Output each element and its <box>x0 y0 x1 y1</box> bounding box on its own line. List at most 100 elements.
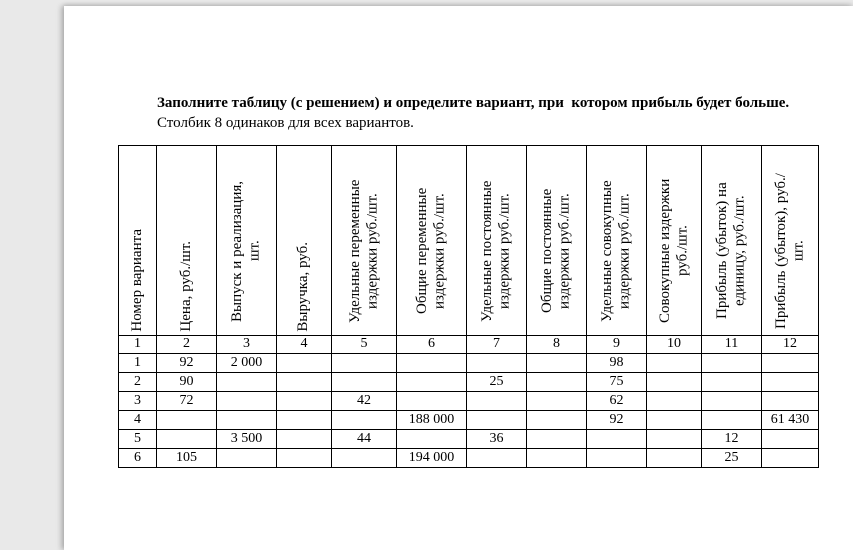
empty-cell[interactable] <box>466 447 527 468</box>
empty-cell[interactable] <box>216 371 277 392</box>
variant-row-5: 5 3 500 44 36 12 <box>118 428 819 449</box>
data-cell[interactable]: 90 <box>156 371 217 392</box>
empty-cell[interactable] <box>331 447 397 468</box>
data-cell[interactable]: 188 000 <box>396 409 467 430</box>
empty-cell[interactable] <box>761 390 819 411</box>
empty-cell[interactable] <box>276 428 332 449</box>
empty-cell[interactable] <box>276 371 332 392</box>
data-cell[interactable]: 4 <box>118 409 157 430</box>
column-header-1: Номер варианта <box>118 144 157 336</box>
empty-cell[interactable] <box>701 390 762 411</box>
empty-cell[interactable] <box>526 428 587 449</box>
data-cell[interactable]: 12 <box>701 428 762 449</box>
empty-cell[interactable] <box>466 409 527 430</box>
column-header-label: Прибыль (убыток), руб./шт. <box>772 172 806 329</box>
column-number: 8 <box>526 334 587 354</box>
data-cell[interactable]: 61 430 <box>761 409 819 430</box>
data-cell[interactable]: 194 000 <box>396 447 467 468</box>
empty-cell[interactable] <box>396 428 467 449</box>
empty-cell[interactable] <box>586 447 647 468</box>
column-header-4: Выручка, руб. <box>276 144 332 336</box>
empty-cell[interactable] <box>526 390 587 411</box>
data-cell[interactable]: 25 <box>466 371 527 392</box>
column-header-label: Удельные постоянные издержки руб./шт. <box>479 179 513 322</box>
empty-cell[interactable] <box>466 390 527 411</box>
empty-cell[interactable] <box>526 447 587 468</box>
data-cell[interactable]: 98 <box>586 352 647 373</box>
empty-cell[interactable] <box>526 371 587 392</box>
empty-cell[interactable] <box>586 428 647 449</box>
column-number: 1 <box>118 334 157 354</box>
empty-cell[interactable] <box>701 409 762 430</box>
empty-cell[interactable] <box>466 352 527 373</box>
empty-cell[interactable] <box>701 371 762 392</box>
data-cell[interactable]: 44 <box>331 428 397 449</box>
data-cell[interactable]: 75 <box>586 371 647 392</box>
data-cell[interactable]: 2 <box>118 371 157 392</box>
column-number: 5 <box>331 334 397 354</box>
column-number: 11 <box>701 334 762 354</box>
empty-cell[interactable] <box>646 390 702 411</box>
empty-cell[interactable] <box>216 447 277 468</box>
empty-cell[interactable] <box>156 409 217 430</box>
column-header-5: Удельные переменные издержки руб./шт. <box>331 144 397 336</box>
column-header-2: Цена, руб./шт. <box>156 144 217 336</box>
column-number: 4 <box>276 334 332 354</box>
empty-cell[interactable] <box>646 371 702 392</box>
empty-cell[interactable] <box>646 428 702 449</box>
empty-cell[interactable] <box>276 352 332 373</box>
empty-cell[interactable] <box>646 447 702 468</box>
data-cell[interactable]: 92 <box>156 352 217 373</box>
column-number: 9 <box>586 334 647 354</box>
column-header-label: Общие постоянные издержки руб./шт. <box>539 188 573 313</box>
data-cell[interactable]: 2 000 <box>216 352 277 373</box>
empty-cell[interactable] <box>331 352 397 373</box>
empty-cell[interactable] <box>276 447 332 468</box>
empty-cell[interactable] <box>396 390 467 411</box>
empty-cell[interactable] <box>216 390 277 411</box>
data-cell[interactable]: 5 <box>118 428 157 449</box>
variant-row-4: 4 188 000 92 61 430 <box>118 409 819 430</box>
empty-cell[interactable] <box>331 371 397 392</box>
data-cell[interactable]: 36 <box>466 428 527 449</box>
data-cell[interactable]: 42 <box>331 390 397 411</box>
empty-cell[interactable] <box>216 409 277 430</box>
variants-table: Номер варианта Цена, руб./шт. Выпуск и реа… <box>118 144 819 468</box>
column-header-label: Цена, руб./шт. <box>177 240 194 332</box>
column-number: 10 <box>646 334 702 354</box>
empty-cell[interactable] <box>331 409 397 430</box>
variant-row-3: 3 72 42 62 <box>118 390 819 411</box>
data-cell[interactable]: 6 <box>118 447 157 468</box>
header-row: Номер варианта Цена, руб./шт. Выпуск и реа… <box>118 144 819 336</box>
empty-cell[interactable] <box>276 409 332 430</box>
empty-cell[interactable] <box>526 409 587 430</box>
document-content: Заполните таблицу (с решением) и определ… <box>64 6 853 468</box>
empty-cell[interactable] <box>646 409 702 430</box>
empty-cell[interactable] <box>761 352 819 373</box>
data-cell[interactable]: 1 <box>118 352 157 373</box>
column-header-label: Номер варианта <box>128 228 145 332</box>
empty-cell[interactable] <box>526 352 587 373</box>
column-header-9: Удельные совокупные издержки руб./шт. <box>586 144 647 336</box>
data-cell[interactable]: 72 <box>156 390 217 411</box>
empty-cell[interactable] <box>276 390 332 411</box>
empty-cell[interactable] <box>646 352 702 373</box>
empty-cell[interactable] <box>156 428 217 449</box>
column-header-8: Общие постоянные издержки руб./шт. <box>526 144 587 336</box>
data-cell[interactable]: 92 <box>586 409 647 430</box>
column-header-label: Удельные совокупные издержки руб./шт. <box>599 179 633 322</box>
empty-cell[interactable] <box>701 352 762 373</box>
data-cell[interactable]: 62 <box>586 390 647 411</box>
data-cell[interactable]: 3 500 <box>216 428 277 449</box>
column-header-10: Совокупные издержки руб./шт. <box>646 144 702 336</box>
data-cell[interactable]: 25 <box>701 447 762 468</box>
data-cell[interactable]: 105 <box>156 447 217 468</box>
data-cell[interactable]: 3 <box>118 390 157 411</box>
empty-cell[interactable] <box>761 428 819 449</box>
empty-cell[interactable] <box>761 447 819 468</box>
column-number: 7 <box>466 334 527 354</box>
column-header-3: Выпуск и реализация, шт. <box>216 144 277 336</box>
empty-cell[interactable] <box>761 371 819 392</box>
empty-cell[interactable] <box>396 352 467 373</box>
empty-cell[interactable] <box>396 371 467 392</box>
